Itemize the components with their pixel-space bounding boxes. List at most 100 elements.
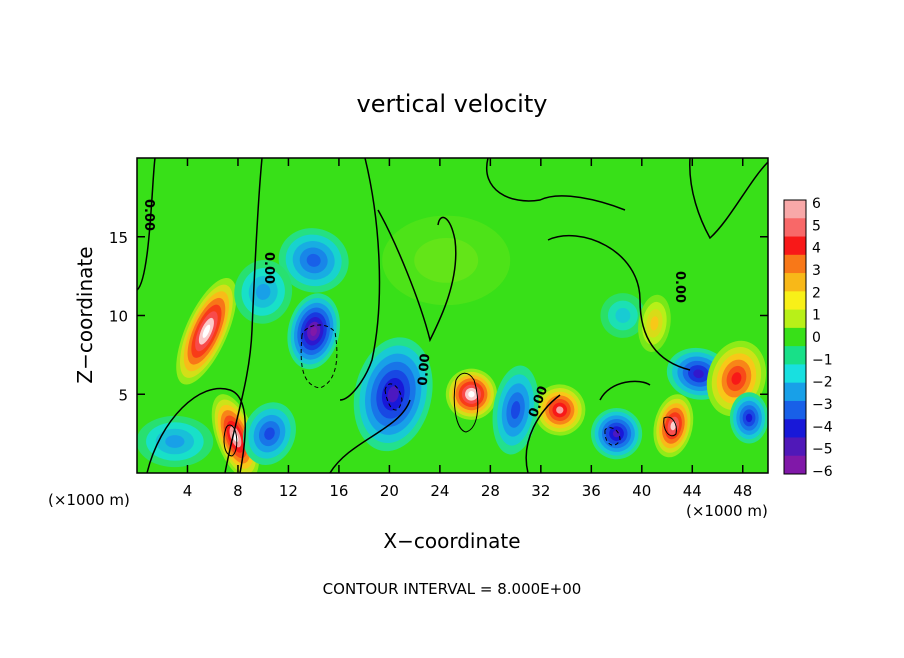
positive-contour-line (663, 416, 677, 437)
x-axis-title: X−coordinate (383, 529, 520, 553)
colorbar-tick-label: 0 (812, 330, 821, 346)
colorbar: 6 5 4 3 2 1 0 −1 −2 −3 −4 −5 −6 (783, 196, 833, 480)
zero-contour-line (137, 158, 156, 291)
velocity-level (468, 391, 475, 398)
colorbar-segment (784, 364, 806, 384)
velocity-cell (445, 368, 498, 420)
colorbar-segment (784, 346, 806, 365)
x-axis: 4 8 12 16 20 24 28 32 36 40 44 48 (183, 158, 752, 500)
y-axis: 5 10 15 (109, 229, 768, 404)
x-tick-label: 12 (279, 482, 298, 500)
x-tick-label: 20 (380, 482, 399, 500)
velocity-cell (492, 365, 539, 455)
x-tick-label: 36 (582, 482, 601, 500)
velocity-cell (729, 392, 768, 444)
zero-contour-line (377, 209, 457, 343)
contour-labels: 0.000.000.000.000.00 (141, 199, 687, 419)
colorbar-tick-label: −2 (812, 375, 833, 391)
colorbar-tick-label: 6 (812, 196, 821, 212)
zero-contour-line (525, 394, 561, 473)
y-tick-label: 15 (109, 229, 128, 247)
velocity-level (255, 283, 271, 300)
velocity-level (612, 429, 621, 438)
colorbar-segment (784, 327, 806, 347)
velocity-cell (243, 402, 296, 465)
x-tick-label: 48 (733, 482, 752, 500)
zero-contour-line (485, 158, 626, 211)
colorbar-frame (783, 199, 807, 475)
velocity-level (745, 413, 753, 423)
velocity-cell (211, 394, 260, 473)
colorbar-tick-label: 1 (812, 308, 821, 324)
colorbar-segment (784, 218, 806, 238)
negative-contour-line (300, 324, 338, 389)
contour-label: 0.00 (141, 199, 156, 231)
contour-label: 0.00 (261, 252, 276, 284)
velocity-cell (234, 260, 293, 324)
colorbar-segment (784, 236, 806, 256)
chart-title: vertical velocity (357, 90, 548, 118)
velocity-level (510, 401, 521, 419)
colorbar-segment (784, 273, 806, 292)
zero-contour-line (689, 158, 768, 240)
velocity-level (615, 308, 631, 323)
negative-contours (300, 324, 621, 446)
zero-contour-line (547, 235, 691, 371)
colorbar-tick-label: 5 (812, 218, 821, 234)
velocity-level (202, 324, 211, 338)
zero-contour-line (146, 387, 246, 473)
velocity-cell (382, 215, 511, 306)
zero-contour-line (599, 380, 651, 401)
colorbar-tick-label: 3 (812, 263, 821, 279)
velocity-cell (638, 294, 671, 352)
x-tick-label: 28 (481, 482, 500, 500)
x-unit-left: (×1000 m) (48, 491, 130, 509)
colorbar-tick-label: 2 (812, 285, 821, 301)
plot-area (137, 158, 768, 473)
velocity-level (165, 435, 185, 448)
y-tick-label: 5 (118, 386, 128, 404)
velocity-level (306, 253, 321, 267)
velocity-cell (590, 408, 643, 460)
velocity-level (731, 372, 742, 385)
velocity-field (137, 215, 768, 473)
colorbar-segment (784, 419, 806, 438)
positive-contour-line (223, 424, 238, 457)
contour-label: 0.00 (672, 271, 687, 303)
velocity-level (387, 386, 399, 403)
x-tick-label: 32 (531, 482, 550, 500)
positive-contour-line (453, 372, 479, 433)
colorbar-segment (784, 309, 806, 329)
velocity-level (556, 406, 564, 414)
velocity-cell (653, 394, 694, 458)
velocity-level (650, 316, 659, 331)
y-tick-label: 10 (109, 308, 128, 326)
colorbar-tick-label: 4 (812, 241, 821, 257)
velocity-level (693, 369, 704, 379)
zero-contour-line (339, 158, 381, 401)
colorbar-segment (784, 291, 806, 311)
velocity-cell (706, 340, 767, 417)
velocity-cell (600, 293, 646, 338)
x-tick-label: 24 (430, 482, 449, 500)
velocity-cell (534, 384, 586, 436)
x-tick-label: 4 (183, 482, 193, 500)
zero-contour-line (224, 158, 263, 473)
velocity-cell (287, 293, 340, 370)
colorbar-tick-label: −1 (812, 352, 833, 368)
x-tick-label: 8 (233, 482, 243, 500)
colorbar-tick-label: −3 (812, 397, 833, 413)
colorbar-tick-label: −6 (812, 464, 833, 480)
colorbar-segment (784, 382, 806, 402)
velocity-level (414, 237, 479, 283)
x-tick-label: 44 (683, 482, 702, 500)
contour-label: 0.00 (416, 353, 434, 386)
colorbar-tick-label: −5 (812, 442, 833, 458)
contour-interval-note: CONTOUR INTERVAL = 8.000E+00 (323, 580, 582, 598)
velocity-cell (176, 277, 237, 385)
colorbar-segment (784, 455, 806, 475)
y-axis-title: Z−coordinate (73, 246, 97, 383)
zero-contours (137, 158, 768, 473)
